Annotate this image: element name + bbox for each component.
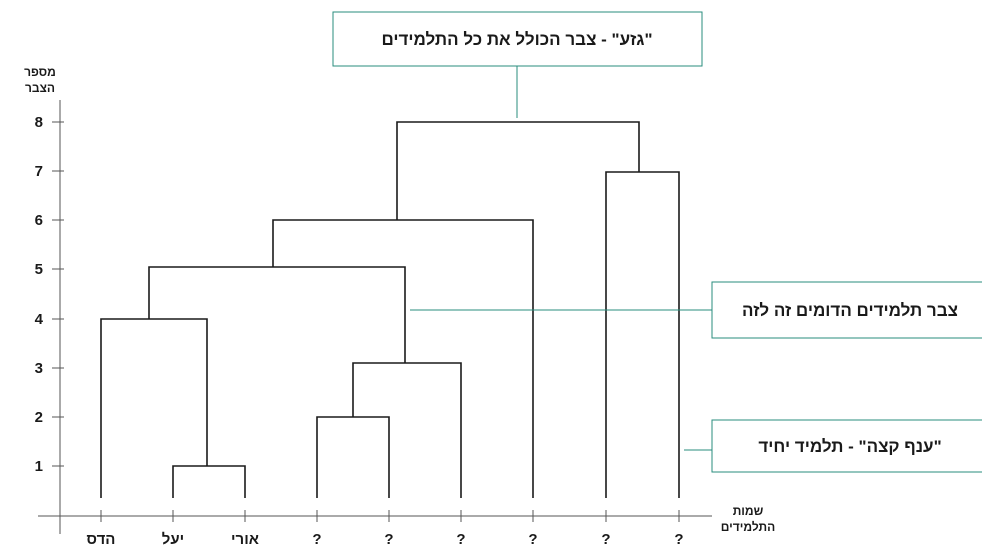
callout-leaf-box [711,419,982,473]
callout-trunk-box [332,11,703,67]
callout-cluster-text: צבר תלמידים הדומים זה לזה [742,301,958,320]
link-pair-2 [316,416,390,498]
y-tick-label-1: 1 [35,458,43,475]
link-yael-uri [172,465,246,498]
link-cluster-5 [148,266,406,363]
y-tick-label-8: 8 [35,114,43,131]
student-label-hadas: הדס [87,531,116,548]
student-label-unknown: ? [601,531,610,548]
student-label-yael: יעל [162,531,184,548]
link-pair-7 [605,171,680,498]
x-axis-label-line1: שמות [733,504,764,518]
link-cluster-6 [272,219,534,498]
callout-trunk-text: "גזע" - צבר הכולל את כל התלמידים [381,30,652,49]
y-axis-label-line1: מספר [24,65,56,79]
y-tick-label-7: 7 [35,163,43,180]
callout-cluster: צבר תלמידים הדומים זה לזה [410,281,982,339]
dendrogram-links [100,121,680,498]
student-label-unknown: ? [674,531,683,548]
y-tick-label-5: 5 [35,261,43,278]
student-labels: הדס יעל אורי ? ? ? ? ? ? [87,531,684,548]
y-tick-label-3: 3 [35,360,43,377]
y-axis-label-line2: הצבר [25,81,55,95]
callout-leaf: "ענף קצה" - תלמיד יחיד [684,419,982,473]
student-label-unknown: ? [312,531,321,548]
student-label-uri: אורי [231,531,259,548]
link-hadas-group [100,318,208,498]
student-label-unknown: ? [456,531,465,548]
callout-trunk: "גזע" - צבר הכולל את כל התלמידים [332,11,703,118]
y-tick-label-2: 2 [35,409,43,426]
student-label-unknown: ? [528,531,537,548]
y-axis-ticks: 1 2 3 4 5 6 7 8 [35,114,64,475]
link-root-8 [396,121,640,220]
link-triple-3 [352,362,462,498]
x-axis-ticks [100,510,680,522]
y-tick-label-4: 4 [35,311,44,328]
callout-leaf-text: "ענף קצה" - תלמיד יחיד [758,437,941,456]
x-axis-label-line2: התלמידים [721,520,775,534]
student-label-unknown: ? [384,531,393,548]
callout-cluster-box [711,281,982,339]
y-tick-label-6: 6 [35,212,43,229]
